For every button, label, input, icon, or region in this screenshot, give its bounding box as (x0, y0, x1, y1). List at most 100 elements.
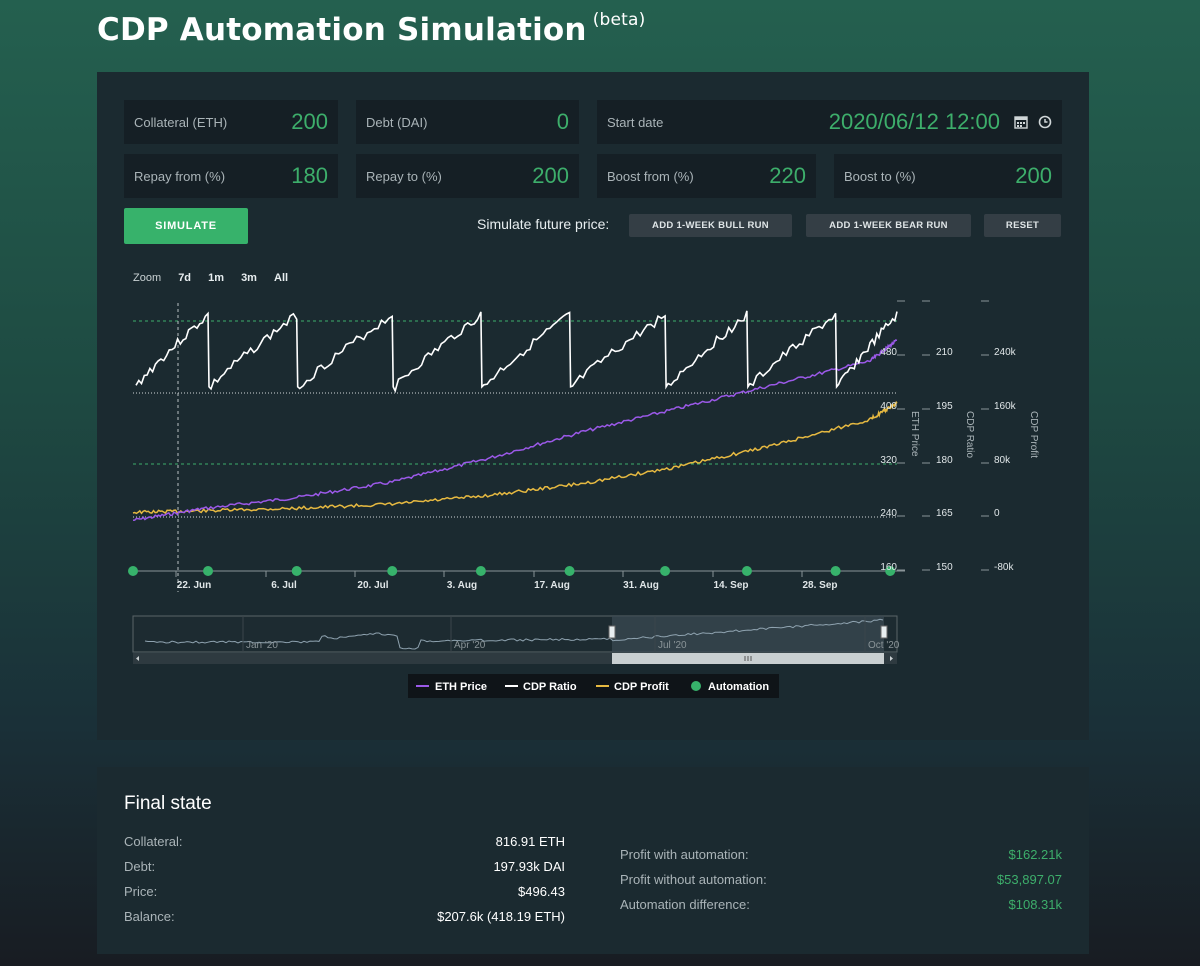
profit-without-automation-row: Profit without automation: $53,897.07 (620, 872, 1062, 887)
debt-field[interactable]: Debt (DAI) 0 (356, 100, 579, 144)
eth-tick-label: 320 (880, 455, 897, 466)
start-date-label: Start date (607, 114, 664, 130)
boost-to-field[interactable]: Boost to (%) 200 (834, 154, 1062, 198)
repay-to-label: Repay to (%) (366, 168, 442, 184)
zoom-label: Zoom (133, 272, 162, 284)
simulation-chart[interactable]: 22. Jun 6. Jul 20. Jul 3. Aug 17. Aug 31. Aug… (0, 0, 1200, 720)
automation-marker (291, 566, 302, 576)
start-date-field[interactable]: Start date 2020/06/12 12:00 (597, 100, 1062, 144)
eth-tick-label: 240 (880, 508, 897, 519)
chart-legend: ETH Price CDP Ratio CDP Profit Automatio… (408, 674, 779, 698)
scroll-right-icon (890, 656, 893, 661)
repay-from-field[interactable]: Repay from (%) 180 (124, 154, 338, 198)
bull-run-button[interactable]: ADD 1-WEEK BULL RUN (629, 214, 792, 237)
navigator-label: Apr '20 (454, 640, 486, 651)
profit-tick-label: -80k (994, 562, 1014, 573)
navigator-label: Oct '20 (868, 640, 900, 651)
boost-from-value[interactable]: 220 (769, 163, 806, 188)
collateral-field[interactable]: Collateral (ETH) 200 (124, 100, 338, 144)
navigator-series (144, 618, 884, 650)
automation-marker (660, 566, 671, 576)
zoom-all-button[interactable]: All (274, 272, 289, 284)
profit-tick-label: 80k (994, 455, 1011, 466)
page-title: CDP Automation Simulation (beta) (97, 9, 646, 48)
eth-price-axis: 160 240 320 400 480 (880, 300, 905, 573)
ratio-tick-label: 210 (936, 347, 953, 358)
scroll-left-icon (136, 656, 139, 661)
automation-difference-row: Automation difference: $108.31k (620, 897, 1062, 912)
repay-from-label: Repay from (%) (134, 168, 226, 184)
collateral-value[interactable]: 200 (291, 109, 328, 134)
calendar-icon[interactable] (1014, 115, 1028, 129)
zoom-7d-button[interactable]: 7d (178, 272, 192, 284)
eth-tick-label: 480 (880, 347, 897, 358)
simulate-future-label: Simulate future price: (477, 216, 610, 232)
eth-tick-label: 400 (880, 401, 897, 412)
legend-automation-swatch (691, 681, 701, 691)
boost-from-label: Boost from (%) (607, 168, 694, 184)
ratio-tick-label: 195 (936, 401, 953, 412)
collateral-label: Collateral (ETH) (134, 114, 228, 130)
x-tick-label: 14. Sep (713, 580, 748, 591)
navigator-label: Jul '20 (658, 640, 687, 651)
zoom-1m-button[interactable]: 1m (208, 272, 224, 284)
legend-automation: Automation (708, 681, 769, 693)
x-tick-label: 28. Sep (802, 580, 837, 591)
final-state-panel: Final state Collateral: 816.91 ETH Debt: 1… (97, 767, 1089, 954)
x-tick-label: 17. Aug (534, 580, 570, 591)
x-tick-label: 6. Jul (271, 580, 297, 591)
profit-tick-label: 0 (994, 508, 1000, 519)
beta-badge: (beta) (592, 9, 646, 30)
profit-with-automation-row: Profit with automation: $162.21k (620, 847, 1062, 862)
automation-marker (830, 566, 841, 576)
start-date-value[interactable]: 2020/06/12 12:00 (828, 109, 1000, 134)
navigator-scrollbar-track (133, 653, 897, 664)
x-tick-label: 31. Aug (623, 580, 659, 591)
legend-eth-price: ETH Price (435, 681, 487, 693)
automation-marker (128, 566, 138, 576)
debt-label: Debt (DAI) (366, 114, 428, 130)
simulate-button[interactable]: SIMULATE (124, 208, 248, 244)
final-collateral-row: Collateral: 816.91 ETH (124, 834, 565, 849)
repay-to-value[interactable]: 200 (532, 163, 569, 188)
debt-value[interactable]: 0 (556, 109, 569, 134)
eth-tick-label: 160 (880, 562, 897, 573)
automation-marker (885, 566, 896, 576)
zoom-3m-button[interactable]: 3m (241, 272, 257, 284)
ratio-tick-label: 165 (936, 508, 953, 519)
final-debt-row: Debt: 197.93k DAI (124, 859, 565, 874)
boost-to-label: Boost to (%) (844, 168, 916, 184)
final-state-title: Final state (124, 793, 212, 814)
clock-icon[interactable] (1038, 115, 1052, 129)
x-tick-label: 3. Aug (447, 580, 477, 591)
eth-price-series (132, 339, 898, 522)
automation-marker (475, 566, 486, 576)
automation-markers (128, 566, 896, 576)
range-navigator: Jan '20 Apr '20 Jul '20 Oct '20 (132, 615, 900, 664)
bear-run-button[interactable]: ADD 1-WEEK BEAR RUN (806, 214, 971, 237)
cdp-profit-axis-title: CDP Profit (1028, 411, 1039, 458)
ratio-tick-label: 180 (936, 455, 953, 466)
profit-tick-label: 240k (994, 347, 1017, 358)
boost-from-field[interactable]: Boost from (%) 220 (597, 154, 816, 198)
navigator-label: Jan '20 (246, 640, 278, 651)
automation-marker (741, 566, 752, 576)
cdp-ratio-series (135, 310, 898, 394)
legend-cdp-profit: CDP Profit (614, 681, 669, 693)
cdp-profit-axis: -80k 0 80k 160k 240k (981, 300, 1017, 573)
navigator-selection (612, 616, 884, 652)
zoom-selector: Zoom 7d 1m 3m All (133, 272, 302, 284)
cdp-ratio-axis: 150 165 180 195 210 (922, 300, 953, 573)
x-tick-label: 20. Jul (357, 580, 388, 591)
repay-to-field[interactable]: Repay to (%) 200 (356, 154, 579, 198)
profit-tick-label: 160k (994, 401, 1017, 412)
navigator-right-handle[interactable] (880, 625, 888, 639)
repay-from-value[interactable]: 180 (291, 163, 328, 188)
x-tick-label: 22. Jun (177, 580, 211, 591)
ratio-tick-label: 150 (936, 562, 953, 573)
boost-to-value[interactable]: 200 (1015, 163, 1052, 188)
final-price-row: Price: $496.43 (124, 884, 565, 899)
reset-button[interactable]: RESET (984, 214, 1061, 237)
eth-price-axis-title: ETH Price (909, 411, 920, 457)
navigator-left-handle[interactable] (608, 625, 616, 639)
